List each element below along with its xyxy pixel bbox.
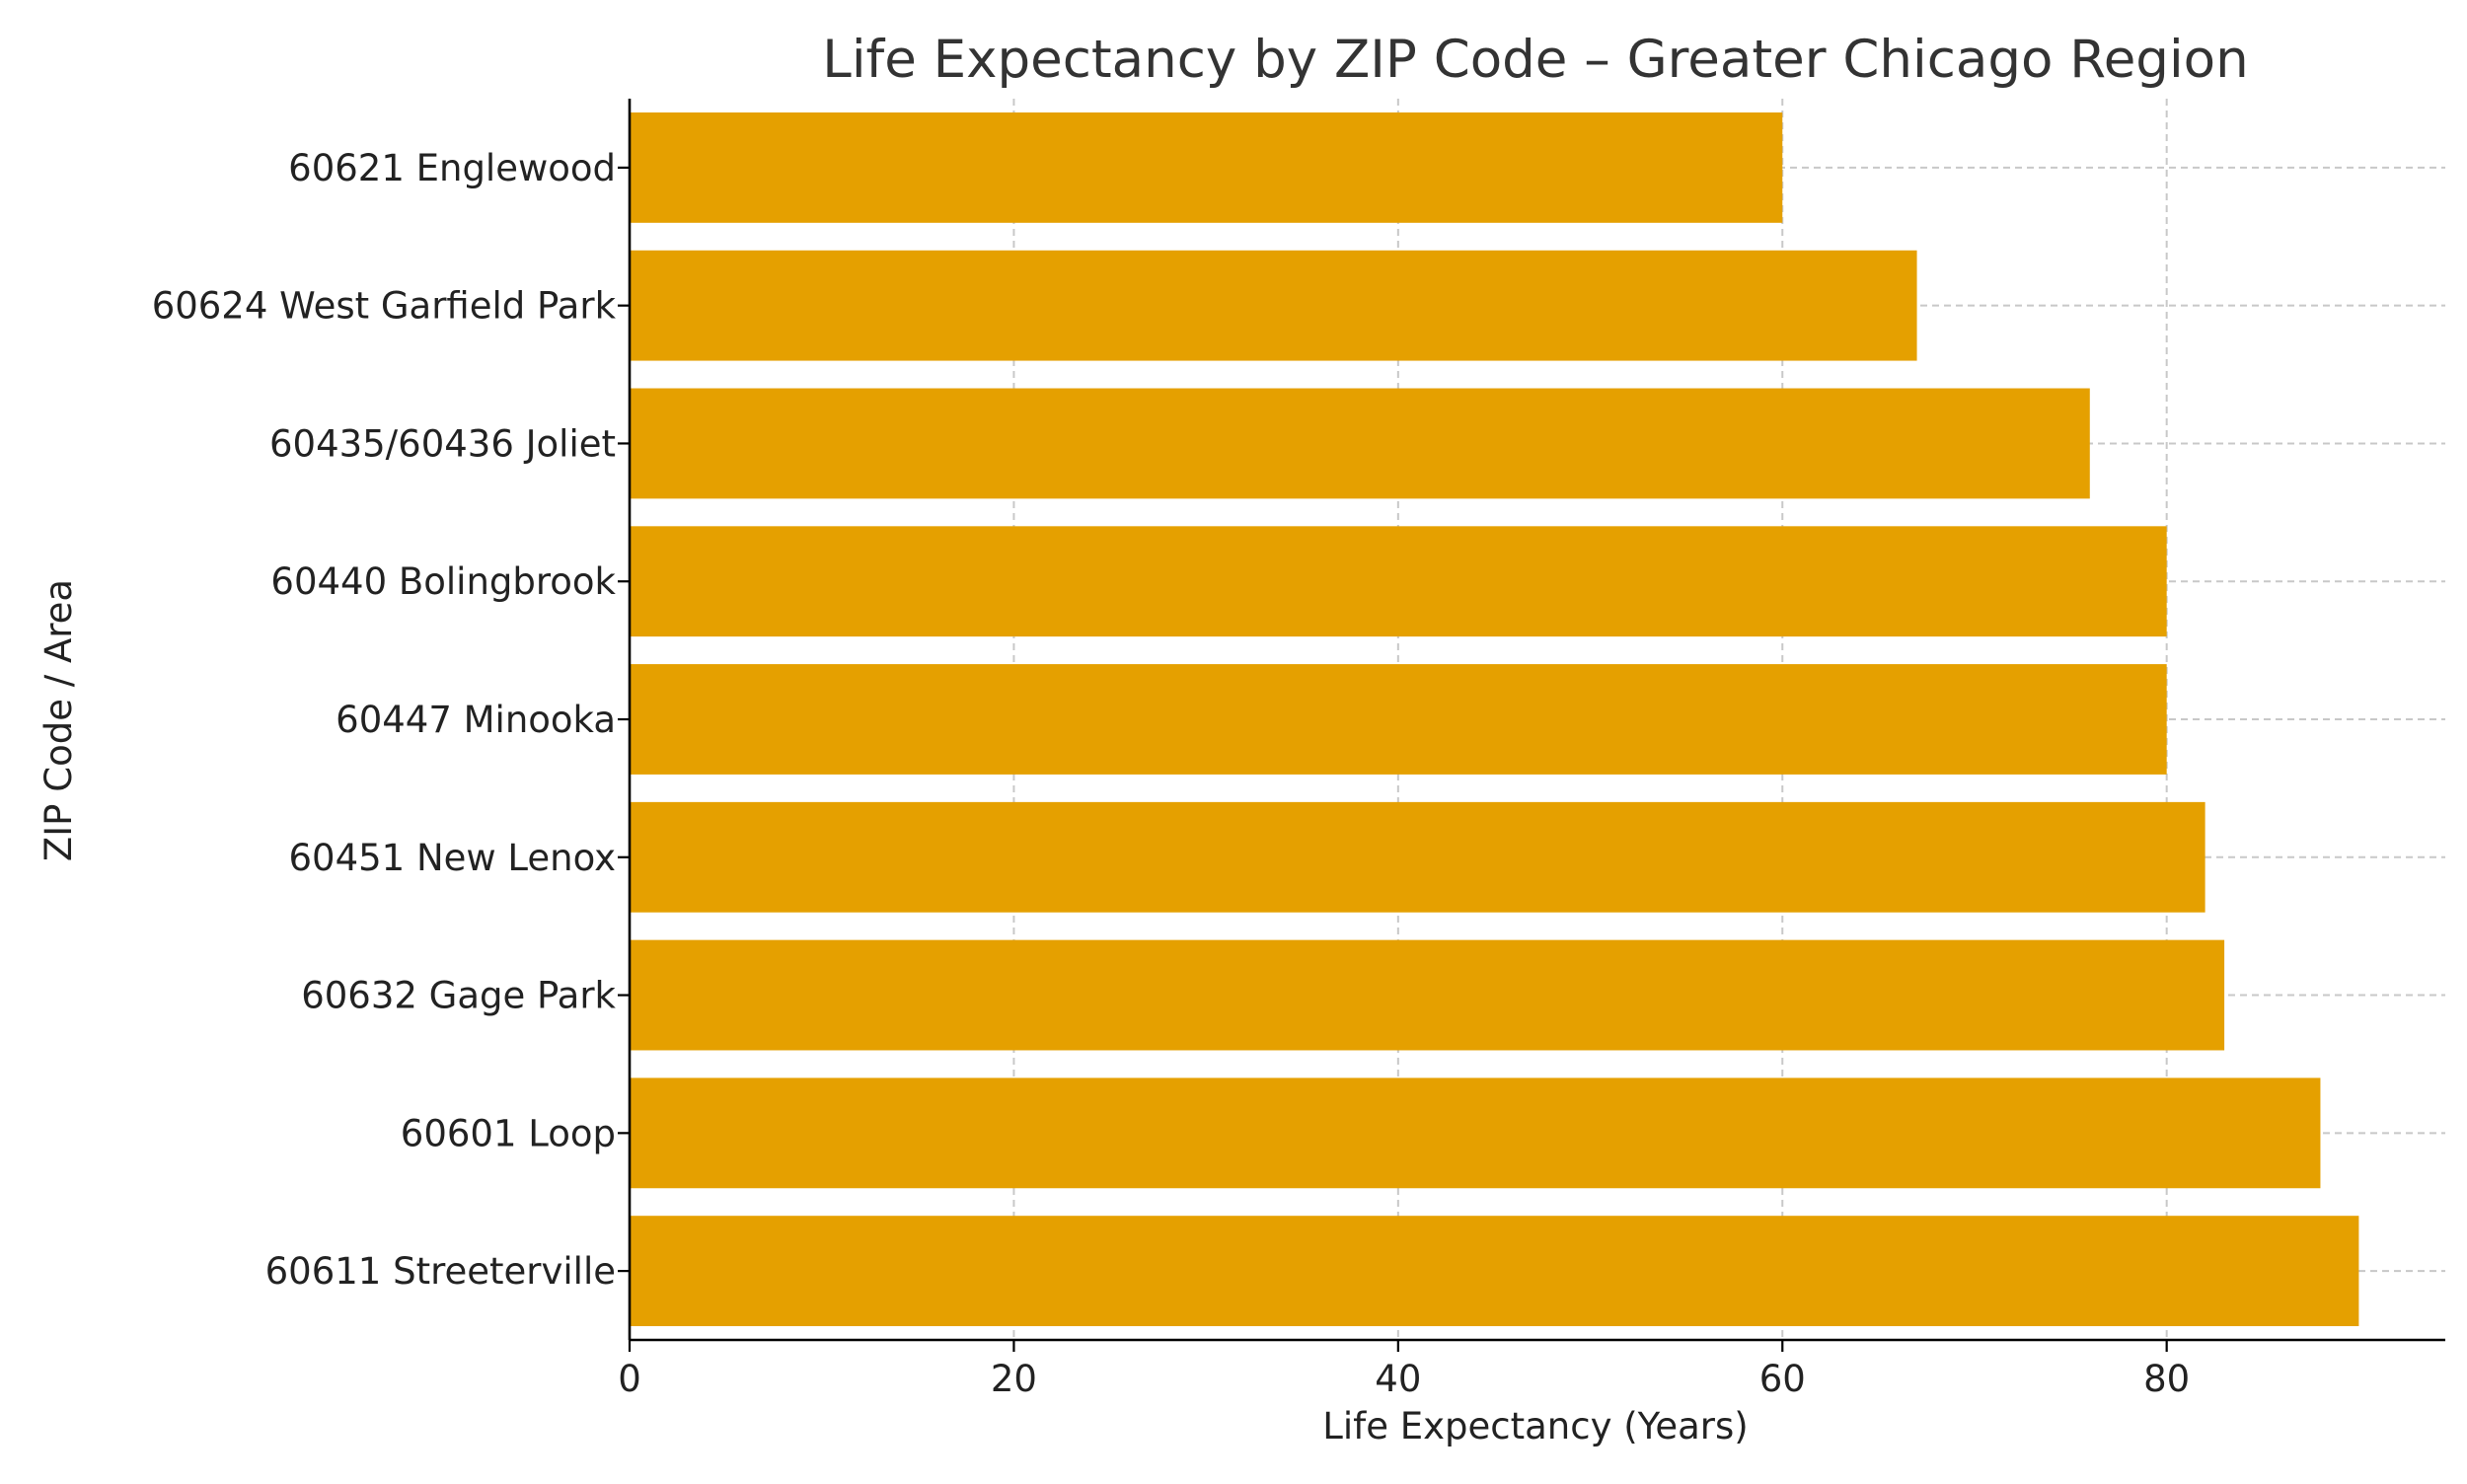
bar-60435-60436-joliet (630, 388, 2090, 499)
bar-60447-minooka (630, 664, 2167, 775)
x-tick-label: 80 (2143, 1358, 2190, 1400)
chart-title: Life Expectancy by ZIP Code – Greater Ch… (822, 30, 2248, 90)
y-tick-label: 60611 Streeterville (265, 1250, 616, 1293)
y-tick-label: 60601 Loop (401, 1112, 616, 1154)
y-tick-label: 60435/60436 Joliet (269, 422, 616, 465)
y-tick-label: 60624 West Garfield Park (152, 285, 617, 328)
bar-60624-west-garfield-park (630, 250, 1917, 361)
y-tick-label: 60447 Minooka (336, 699, 616, 741)
bar-60632-gage-park (630, 939, 2225, 1051)
axes-layer: 0 20 40 60 80 60621 Englewood 60624 West Garfi… (152, 99, 2445, 1400)
y-tick-label: 60621 Englewood (288, 147, 616, 189)
x-tick-label: 60 (1759, 1358, 1806, 1400)
x-tick-label: 40 (1375, 1358, 1421, 1400)
y-axis-label: ZIP Code / Area (37, 579, 80, 861)
x-tick-label: 0 (618, 1358, 641, 1400)
y-tick-label: 60632 Gage Park (301, 975, 616, 1017)
bar-60621-englewood (630, 111, 1783, 223)
bar-60440-bolingbrook (630, 526, 2167, 637)
y-tick-label: 60440 Bolingbrook (270, 560, 616, 603)
x-axis-label: Life Expectancy (Years) (1322, 1405, 1748, 1447)
bar-60451-new-lenox (630, 801, 2205, 913)
bar-60611-streeterville (630, 1216, 2359, 1327)
x-tick-label: 20 (991, 1358, 1037, 1400)
bar-60601-loop (630, 1077, 2321, 1189)
bars-layer (630, 111, 2359, 1327)
y-tick-label: 60451 New Lenox (288, 837, 616, 879)
